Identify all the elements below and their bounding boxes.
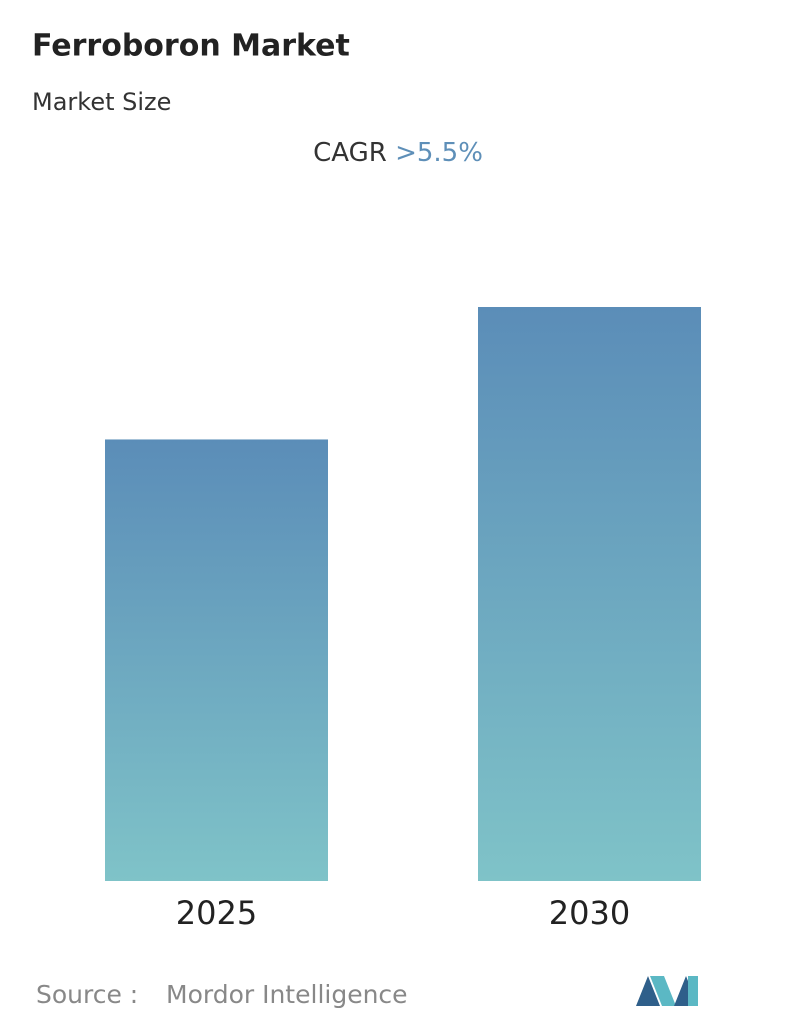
x-tick-label: 2030 bbox=[549, 894, 630, 932]
bar bbox=[105, 439, 328, 881]
x-tick-label: 2025 bbox=[176, 894, 257, 932]
cagr-value: >5.5% bbox=[395, 138, 483, 168]
source: Mordor Intelligence bbox=[166, 980, 408, 1009]
logo bbox=[636, 976, 698, 1006]
cagr: CAGR >5.5% bbox=[313, 138, 483, 168]
chart-subtitle: Market Size bbox=[32, 88, 171, 116]
cagr-label: CAGR bbox=[313, 138, 387, 168]
bar bbox=[478, 307, 701, 881]
source-label: Source : bbox=[36, 980, 138, 1009]
chart-title: Ferroboron Market bbox=[32, 29, 350, 64]
